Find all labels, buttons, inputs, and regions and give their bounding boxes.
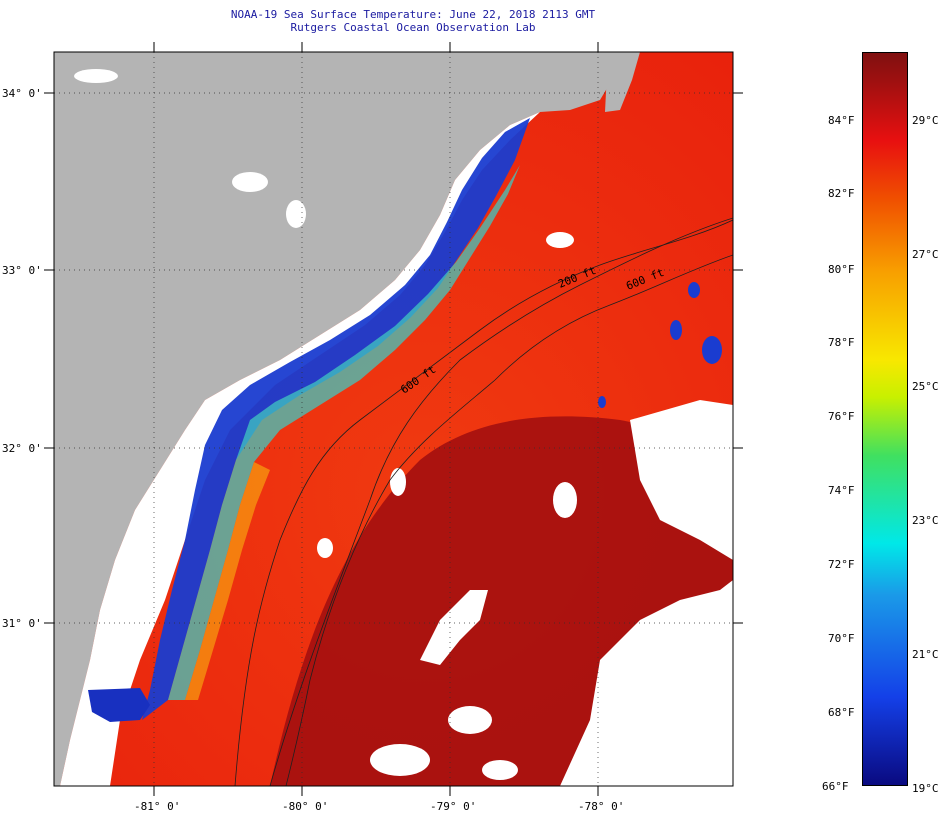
offshore-cold-spots — [598, 282, 722, 408]
lon-label-80: -80° 0' — [282, 800, 328, 813]
cool-transition-band — [168, 165, 520, 700]
land-northeast — [605, 52, 640, 112]
cbar-f-84: 84°F — [828, 114, 855, 127]
cbar-c-29: 29°C — [912, 114, 939, 127]
map-frame — [53, 51, 734, 787]
cold-coastal-water — [142, 118, 530, 720]
contour-200ft — [234, 219, 733, 786]
cbar-c-19: 19°C — [912, 782, 939, 795]
lat-label-31: 31° 0' — [2, 617, 42, 630]
cool-orange-edge — [185, 462, 270, 700]
contour-600ft — [285, 254, 733, 786]
cbar-c-25: 25°C — [912, 380, 939, 393]
cbar-c-23: 23°C — [912, 514, 939, 527]
lon-label-79: -79° 0' — [430, 800, 476, 813]
cbar-f-78: 78°F — [828, 336, 855, 349]
map-title: NOAA-19 Sea Surface Temperature: June 22… — [230, 8, 596, 21]
cbar-c-27: 27°C — [912, 248, 939, 261]
cbar-f-76: 76°F — [828, 410, 855, 423]
land-area — [54, 52, 612, 786]
graticule — [54, 52, 733, 786]
lat-label-33: 33° 0' — [2, 264, 42, 277]
tick-marks — [44, 42, 743, 796]
cold-patch-south — [88, 688, 150, 722]
cbar-f-70: 70°F — [828, 632, 855, 645]
cbar-f-82: 82°F — [828, 187, 855, 200]
lon-label-81: -81° 0' — [134, 800, 180, 813]
cbar-f-80: 80°F — [828, 263, 855, 276]
lon-label-78: -78° 0' — [578, 800, 624, 813]
cloud-patches — [74, 69, 733, 786]
lat-label-34: 34° 0' — [2, 87, 42, 100]
cbar-c-21: 21°C — [912, 648, 939, 661]
color-scale-bar — [862, 52, 908, 786]
cbar-f-66: 66°F — [822, 780, 849, 793]
map-subtitle: Rutgers Coastal Ocean Observation Lab — [290, 21, 536, 34]
contour-outer — [269, 217, 733, 786]
lat-label-32: 32° 0' — [2, 442, 42, 455]
cbar-f-72: 72°F — [828, 558, 855, 571]
cbar-f-68: 68°F — [828, 706, 855, 719]
cbar-f-74: 74°F — [828, 484, 855, 497]
